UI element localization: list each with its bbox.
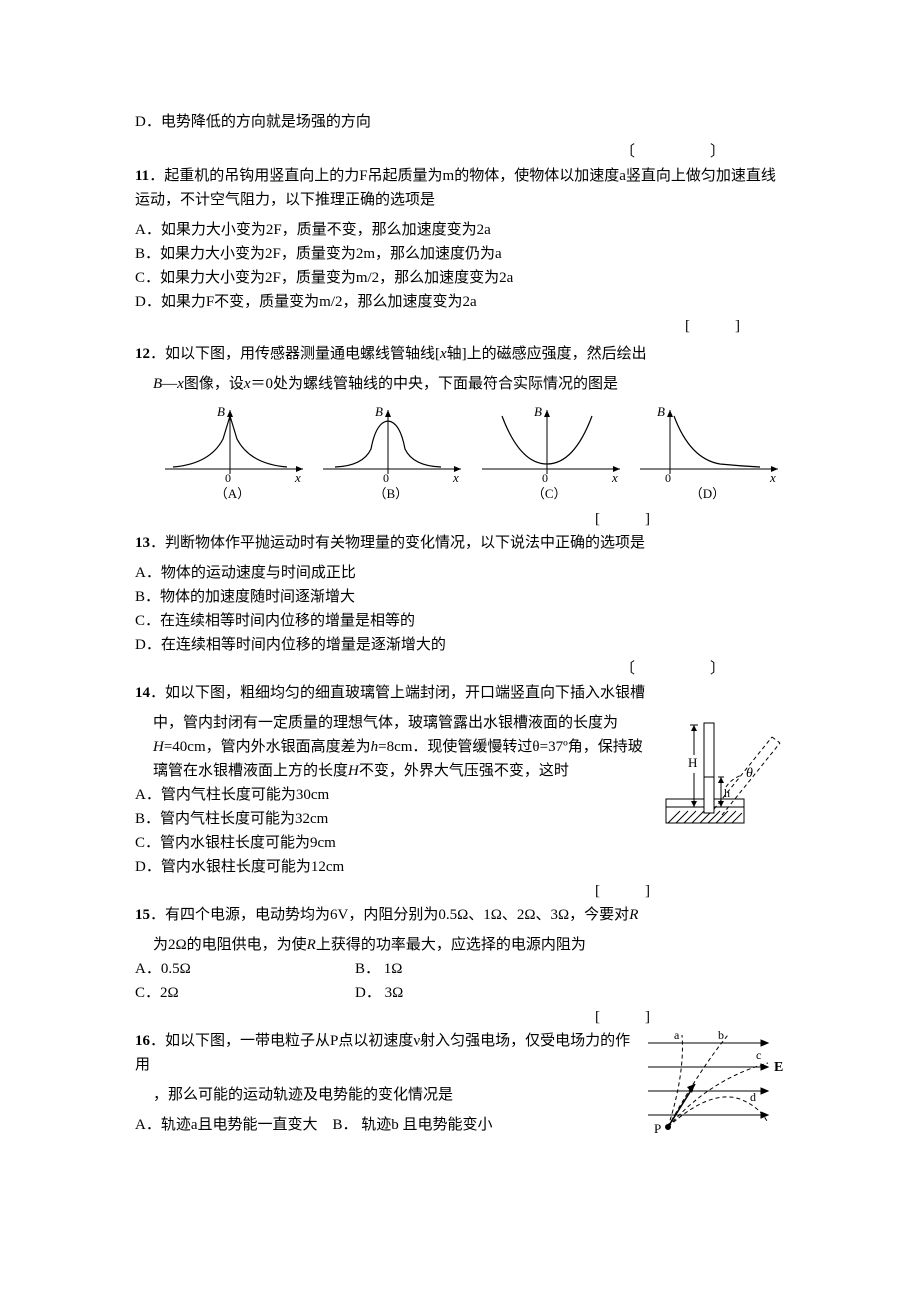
q15-a: A．0.5Ω (135, 957, 355, 981)
q12-graph-d: B 0 x （D） (630, 404, 785, 505)
svg-text:b: b (718, 1029, 724, 1042)
q16-a: A．轨迹a且电势能一直变大 (135, 1117, 318, 1133)
q12-num: 12 (135, 346, 150, 362)
q11-d: D．如果力F不变，质量变为m/2，那么加速度变为2a (135, 290, 785, 314)
q12-x1: x (440, 346, 447, 362)
q13: 13．判断物体作平抛运动时有关物理量的变化情况，以下说法中正确的选项是 (135, 531, 785, 555)
q12-graph-b: B 0 x （B） (313, 404, 468, 505)
q12-graphs: B 0 x （A） B 0 x （B） B 0 x （ (155, 404, 785, 505)
q16-num: 16 (135, 1033, 150, 1049)
q13-bracket: 〔 〕 (135, 657, 785, 681)
svg-text:P: P (654, 1121, 661, 1136)
q13-c: C．在连续相等时间内位移的增量是相等的 (135, 609, 785, 633)
svg-text:E: E (774, 1060, 783, 1075)
q13-d: D．在连续相等时间内位移的增量是逐渐增大的 (135, 633, 785, 657)
svg-text:0: 0 (383, 471, 389, 484)
svg-text:0: 0 (225, 471, 231, 484)
q11-stem: ．起重机的吊钩用竖直向上的力F吊起质量为m的物体，使物体以加速度a竖直向上做匀加… (135, 168, 776, 208)
svg-text:h: h (724, 786, 730, 800)
q14-num: 14 (135, 685, 150, 701)
q13-options: A．物体的运动速度与时间成正比 B．物体的加速度随时间逐渐增大 C．在连续相等时… (135, 561, 785, 657)
q11-options: A．如果力大小变为2F，质量不变，那么加速度变为2a B．如果力大小变为2F，质… (135, 218, 785, 314)
q15-row2: C．2Ω D． 3Ω (135, 981, 785, 1005)
svg-text:H: H (688, 755, 697, 770)
q14-body: 中，管内封闭有一定质量的理想气体，玻璃管露出水银槽液面的长度为H=40cm，管内… (135, 711, 785, 879)
q12-label-a: （A） (155, 484, 310, 505)
q11-b: B．如果力大小变为2F，质量变为2m，那么加速度仍为a (135, 242, 785, 266)
q13-b: B．物体的加速度随时间逐渐增大 (135, 585, 785, 609)
q16-options: A．轨迹a且电势能一直变大 B． 轨迹b 且电势能变小 (135, 1113, 634, 1137)
q13-stem: ．判断物体作平抛运动时有关物理量的变化情况，以下说法中正确的选项是 (150, 535, 645, 551)
svg-text:B: B (217, 404, 225, 419)
q11-num: 11 (135, 168, 149, 184)
q16-b: B． 轨迹b 且电势能变小 (333, 1117, 493, 1133)
q14-a: A．管内气柱长度可能为30cm (135, 783, 652, 807)
svg-text:θ: θ (746, 766, 753, 781)
svg-text:x: x (769, 470, 776, 484)
q12-label-c: （C） (472, 484, 627, 505)
q16-stem2: ，那么可能的运动轨迹及电势能的变化情况是 (153, 1083, 634, 1107)
q16-figure: E P a b c d (634, 1029, 785, 1147)
svg-text:B: B (534, 404, 542, 419)
q12-label-d: （D） (630, 484, 785, 505)
q16: 16．如以下图，一带电粒子从P点以初速度ν射入匀强电场，仅受电场力的作用 ，那么… (135, 1029, 785, 1147)
svg-text:a: a (674, 1029, 680, 1042)
q14-stem-cont: 中，管内封闭有一定质量的理想气体，玻璃管露出水银槽液面的长度为H=40cm，管内… (153, 711, 652, 783)
q14-stem1: ．如以下图，粗细均匀的细直玻璃管上端封闭，开口端竖直向下插入水银槽 (150, 685, 645, 701)
q14-b: B．管内气柱长度可能为32cm (135, 807, 652, 831)
svg-text:0: 0 (665, 471, 671, 484)
q12-stem1: ．如以下图，用传感器测量通电螺线管轴线[ (150, 346, 440, 362)
q14-line1: 14．如以下图，粗细均匀的细直玻璃管上端封闭，开口端竖直向下插入水银槽 (135, 681, 785, 705)
q15-d: D． 3Ω (355, 981, 575, 1005)
q12-label-b: （B） (313, 484, 468, 505)
svg-text:B: B (657, 404, 665, 419)
q16-stem1: ．如以下图，一带电粒子从P点以初速度ν射入匀强电场，仅受电场力的作用 (135, 1033, 630, 1073)
q12-x3: x (244, 376, 251, 392)
q15: 15．有四个电源，电动势均为6V，内阻分别为0.5Ω、1Ω、2Ω、3Ω，今要对R (135, 903, 785, 927)
q16-line1: 16．如以下图，一带电粒子从P点以初速度ν射入匀强电场，仅受电场力的作用 (135, 1029, 634, 1077)
svg-text:x: x (294, 470, 301, 484)
q14-figure: H h θ (652, 711, 785, 879)
q14-c: C．管内水银柱长度可能为9cm (135, 831, 652, 855)
q15-b: B． 1Ω (355, 957, 575, 981)
q11: 11．起重机的吊钩用竖直向上的力F吊起质量为m的物体，使物体以加速度a竖直向上做… (135, 164, 785, 212)
q13-a: A．物体的运动速度与时间成正比 (135, 561, 785, 585)
q12-graph-c: B 0 x （C） (472, 404, 627, 505)
q15-R: R (629, 907, 638, 923)
q14-d: D．管内水银柱长度可能为12cm (135, 855, 652, 879)
q12-stem1b: 轴]上的磁感应强度，然后绘出 (447, 346, 647, 362)
q15-row1: A．0.5Ω B． 1Ω (135, 957, 785, 981)
q12-graph-a: B 0 x （A） (155, 404, 310, 505)
q13-num: 13 (135, 535, 150, 551)
q12-B: B (153, 376, 162, 392)
q12-stem-line2: B—x图像，设x＝0处为螺线管轴线的中央，下面最符合实际情况的图是 (153, 372, 785, 396)
svg-text:B: B (375, 404, 383, 419)
svg-text:x: x (611, 470, 618, 484)
svg-text:c: c (756, 1048, 761, 1062)
svg-text:d: d (750, 1090, 756, 1104)
q11-c: C．如果力大小变为2F，质量变为m/2，那么加速度变为2a (135, 266, 785, 290)
q14-bracket: [ ] (135, 879, 785, 903)
q12: 12．如以下图，用传感器测量通电螺线管轴线[x轴]上的磁感应强度，然后绘出 (135, 342, 785, 366)
q11-bracket: [ ] (135, 314, 785, 338)
q12-x2: x (177, 376, 184, 392)
q15-num: 15 (135, 907, 150, 923)
q15-stem-line2: 为2Ω的电阻供电，为使R上获得的功率最大，应选择的电源内阻为 (153, 933, 785, 957)
svg-text:0: 0 (542, 471, 548, 484)
svg-text:x: x (452, 470, 459, 484)
q12-bracket: [ ] (135, 507, 785, 531)
q10-option-d: D．电势降低的方向就是场强的方向 (135, 110, 785, 134)
q15-c: C．2Ω (135, 981, 355, 1005)
q11-a: A．如果力大小变为2F，质量不变，那么加速度变为2a (135, 218, 785, 242)
q10-bracket: 〔 〕 (135, 140, 785, 164)
q15-bracket: [ ] (135, 1005, 785, 1029)
q15-stem1: ．有四个电源，电动势均为6V，内阻分别为0.5Ω、1Ω、2Ω、3Ω，今要对 (150, 907, 629, 923)
